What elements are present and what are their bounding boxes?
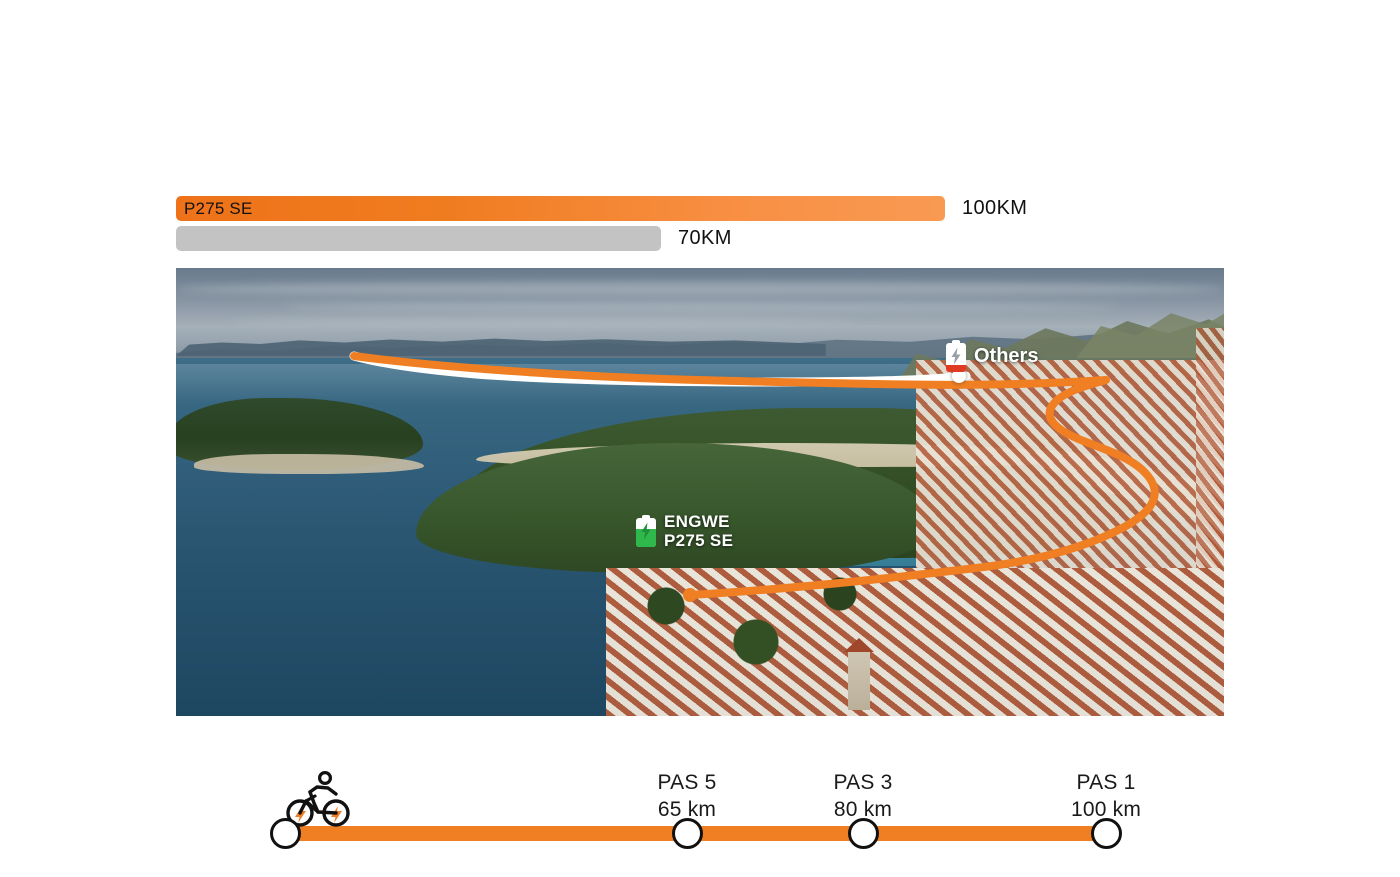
range-bar-row-primary: P275 SE 100KM bbox=[176, 196, 1027, 221]
pas-node-pas5-label: PAS 5 65 km bbox=[597, 770, 777, 824]
range-bar-primary-label: P275 SE bbox=[184, 198, 253, 218]
pas-node-pas5-distance: 65 km bbox=[657, 797, 717, 821]
pas-node-start[interactable] bbox=[270, 818, 301, 849]
route-engwe-path bbox=[350, 352, 1159, 599]
map-marker-others[interactable]: Others bbox=[946, 340, 1038, 372]
pas-node-pas1-label: PAS 1 100 km bbox=[1016, 770, 1196, 824]
map-cloud bbox=[280, 302, 1120, 312]
range-bar-primary: P275 SE bbox=[176, 196, 945, 221]
e-bike-icon bbox=[286, 770, 350, 827]
bolt-icon bbox=[951, 347, 961, 365]
map-marker-engwe-model: P275 SE bbox=[664, 531, 734, 551]
map-marker-engwe[interactable]: ENGWE P275 SE bbox=[636, 512, 733, 550]
map-cloud bbox=[176, 282, 1224, 296]
pas-node-pas1[interactable] bbox=[1091, 818, 1122, 849]
bolt-icon bbox=[641, 522, 651, 540]
pas-node-pas3-label: PAS 3 80 km bbox=[773, 770, 953, 824]
pas-node-pas5-level: PAS 5 bbox=[657, 771, 717, 794]
pas-node-pas3-level: PAS 3 bbox=[833, 771, 893, 794]
route-engwe-endpoint bbox=[683, 588, 697, 602]
range-bar-row-secondary: 70KM bbox=[176, 226, 732, 251]
pas-range-slider[interactable]: PAS 5 65 km PAS 3 80 km PAS 1 100 km bbox=[270, 770, 1141, 865]
pas-node-pas3[interactable] bbox=[848, 818, 879, 849]
pas-node-pas1-distance: 100 km bbox=[1070, 797, 1142, 821]
map-marker-engwe-label-group: ENGWE P275 SE bbox=[664, 512, 733, 550]
pas-node-pas3-distance: 80 km bbox=[833, 797, 893, 821]
map-route-overlay bbox=[349, 351, 1159, 602]
map-island-beach bbox=[194, 454, 424, 474]
range-bar-primary-value: 100KM bbox=[962, 197, 1028, 219]
map-cloud bbox=[228, 318, 858, 326]
battery-full-icon bbox=[636, 515, 656, 548]
map-far-hills-second bbox=[176, 338, 826, 356]
pas-node-pas5[interactable] bbox=[672, 818, 703, 849]
map-marker-engwe-brand: ENGWE bbox=[664, 512, 730, 531]
map-marker-others-label: Others bbox=[974, 344, 1039, 367]
map-image: Others ENGWE P275 SE bbox=[176, 268, 1224, 716]
range-bar-secondary bbox=[176, 226, 661, 251]
range-bar-secondary-value: 70KM bbox=[678, 227, 732, 249]
map-church-tower bbox=[848, 648, 870, 710]
pas-node-pas1-level: PAS 1 bbox=[1076, 771, 1136, 794]
route-others-endpoint bbox=[952, 369, 966, 383]
range-comparison-chart: P275 SE 100KM 70KM bbox=[176, 196, 1276, 256]
battery-low-icon bbox=[946, 340, 966, 372]
